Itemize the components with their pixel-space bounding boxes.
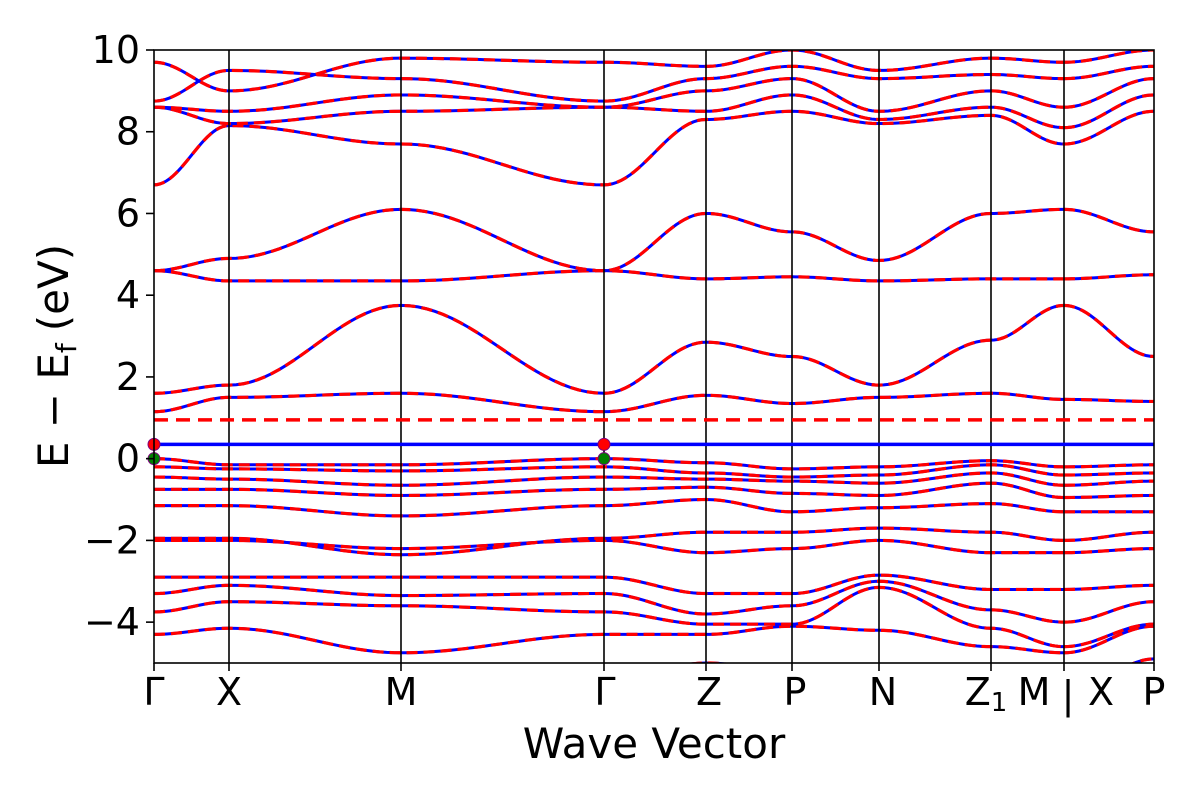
y-axis-label-sub: f bbox=[50, 342, 83, 353]
ytick-label-7: 10 bbox=[92, 28, 140, 72]
xtick-label-gamma-2: Γ bbox=[594, 670, 615, 714]
xtick-label-x: X bbox=[216, 670, 242, 714]
plot-frame bbox=[153, 49, 1155, 664]
band-dashed-2 bbox=[154, 579, 1154, 624]
x-axis-label: Wave Vector bbox=[523, 719, 786, 768]
y-axis-ticks: −4 −2 0 2 4 6 8 10 bbox=[84, 28, 1155, 671]
band-dashed-14 bbox=[154, 207, 1154, 273]
xtick-label-p-2: P bbox=[1143, 670, 1166, 714]
ytick-label-0: −4 bbox=[84, 600, 140, 644]
ytick-label-4: 4 bbox=[116, 273, 140, 317]
xtick-label-bar: | bbox=[1062, 673, 1075, 718]
high-symmetry-lines bbox=[228, 50, 1065, 663]
xtick-label-n: N bbox=[869, 670, 897, 714]
y-axis-label-main: E − E bbox=[29, 353, 78, 468]
fermi-levels bbox=[154, 418, 1154, 447]
band-dashed-0 bbox=[154, 624, 1154, 655]
y-axis-label-unit: (eV) bbox=[29, 244, 78, 331]
xtick-label-z1-main: Z bbox=[965, 670, 991, 714]
ytick-label-1: −2 bbox=[84, 518, 140, 562]
x-axis-tick-labels: Γ X M Γ Z P N Z1 M | X P bbox=[143, 670, 1165, 718]
band-solid-20 bbox=[688, 657, 1154, 663]
xtick-label-z: Z bbox=[696, 670, 722, 714]
band-edge-marker-2 bbox=[597, 437, 611, 451]
ytick-label-3: 2 bbox=[116, 355, 140, 399]
band-edge-marker-3 bbox=[597, 452, 611, 466]
xtick-label-z1-sub: 1 bbox=[991, 688, 1008, 718]
xtick-label-m-2: M bbox=[1018, 670, 1051, 714]
xtick-label-z1: Z1 bbox=[965, 670, 1008, 718]
ytick-label-6: 8 bbox=[116, 110, 140, 154]
xtick-label-x-2: X bbox=[1088, 670, 1114, 714]
y-axis-label: E − Ef (eV) bbox=[29, 244, 83, 468]
y-axis-label-group: E − Ef (eV) bbox=[29, 244, 83, 468]
plot-background bbox=[154, 50, 1154, 663]
xtick-label-m: M bbox=[385, 670, 418, 714]
ytick-label-2: 0 bbox=[116, 437, 140, 481]
xtick-label-gamma-1: Γ bbox=[143, 670, 164, 714]
band-dashed-11 bbox=[154, 391, 1154, 414]
xtick-label-p: P bbox=[784, 670, 807, 714]
ytick-label-5: 6 bbox=[116, 191, 140, 235]
band-dashed-12 bbox=[154, 303, 1154, 395]
